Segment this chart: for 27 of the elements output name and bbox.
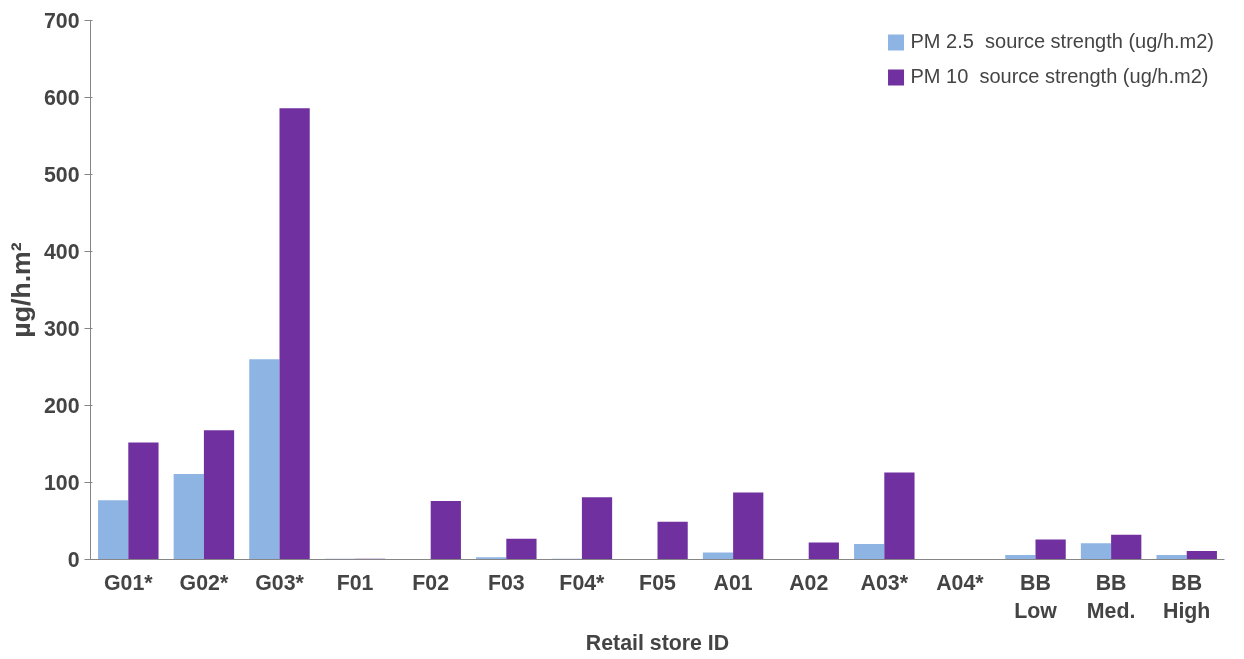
x-tick-label: A03*: [860, 570, 909, 595]
y-tick-label: 500: [43, 163, 80, 187]
y-tick-label: 0: [67, 548, 80, 572]
x-tick-label: G01*: [103, 570, 154, 595]
y-tick-label: 600: [43, 86, 80, 110]
x-tick-label: F04*: [559, 570, 606, 595]
y-tick-label: 200: [43, 394, 80, 418]
x-tick-label: F05: [639, 570, 677, 595]
x-tick-label: BB Low: [1014, 570, 1058, 624]
legend-label: PM 10 source strength (ug/h.m2): [910, 65, 1209, 88]
y-tick-label: 400: [43, 240, 80, 264]
x-tick-label: G02*: [179, 570, 229, 595]
y-tick-label: 300: [43, 317, 80, 341]
x-tick-label: BB Med.: [1086, 570, 1136, 624]
y-tick-label: 100: [43, 471, 80, 495]
x-tick-label: A01: [713, 570, 753, 595]
x-axis-title: Retail store ID: [585, 631, 730, 656]
x-tick-label: F03: [487, 570, 525, 595]
y-tick-label: 700: [43, 9, 80, 33]
x-tick-label: A02: [789, 570, 829, 595]
x-tick-label: F02: [412, 570, 450, 595]
x-tick-label: A04*: [936, 570, 985, 595]
y-axis-title: µg/h.m²: [5, 242, 36, 338]
legend-label: PM 2.5 source strength (ug/h.m2): [910, 30, 1214, 53]
x-tick-label: F01: [336, 570, 374, 595]
x-tick-label: BB High: [1163, 570, 1211, 624]
x-tick-label: G03*: [255, 570, 305, 595]
